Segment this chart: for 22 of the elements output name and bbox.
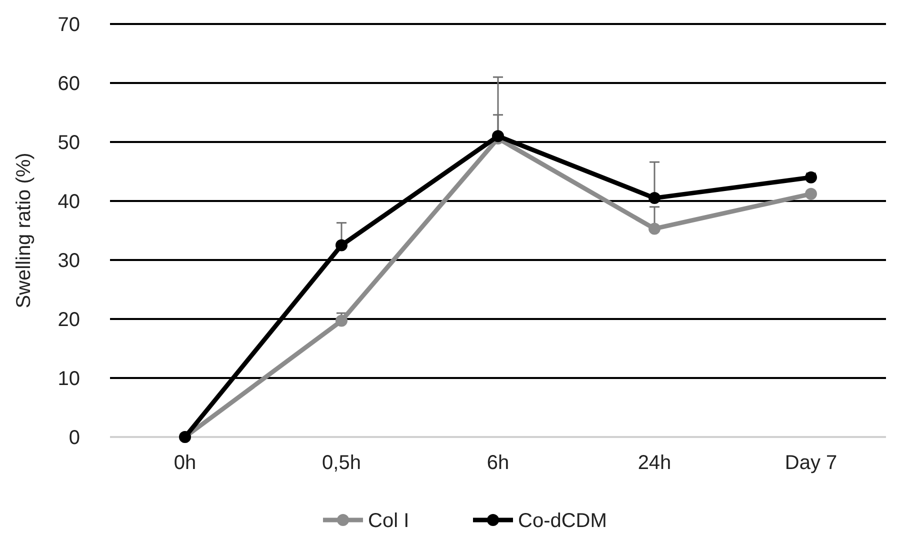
point	[336, 314, 348, 327]
x-tick-label: 24h	[638, 452, 672, 474]
legend-label: Co-dCDM	[518, 510, 607, 532]
point	[648, 192, 660, 204]
legend-label: Col I	[368, 510, 410, 532]
x-tick-label: 0,5h	[322, 452, 361, 474]
y-tick-label: 60	[58, 73, 80, 95]
y-tick-label: 70	[58, 14, 80, 36]
y-axis-title: Swelling ratio (%)	[13, 152, 35, 308]
y-tick-label: 20	[58, 309, 80, 331]
point	[805, 171, 817, 184]
x-tick-label: Day 7	[784, 452, 838, 474]
y-tick-label: 40	[58, 191, 80, 213]
point	[648, 222, 660, 235]
y-tick-label: 50	[58, 132, 80, 154]
x-tick-label: 6h	[486, 452, 510, 474]
point	[336, 239, 348, 252]
y-tick-label: 10	[58, 368, 80, 390]
point	[805, 188, 817, 200]
y-tick-label: 30	[58, 250, 80, 272]
y-tick-label: 0	[68, 427, 80, 449]
x-tick-label: 0h	[174, 452, 196, 474]
